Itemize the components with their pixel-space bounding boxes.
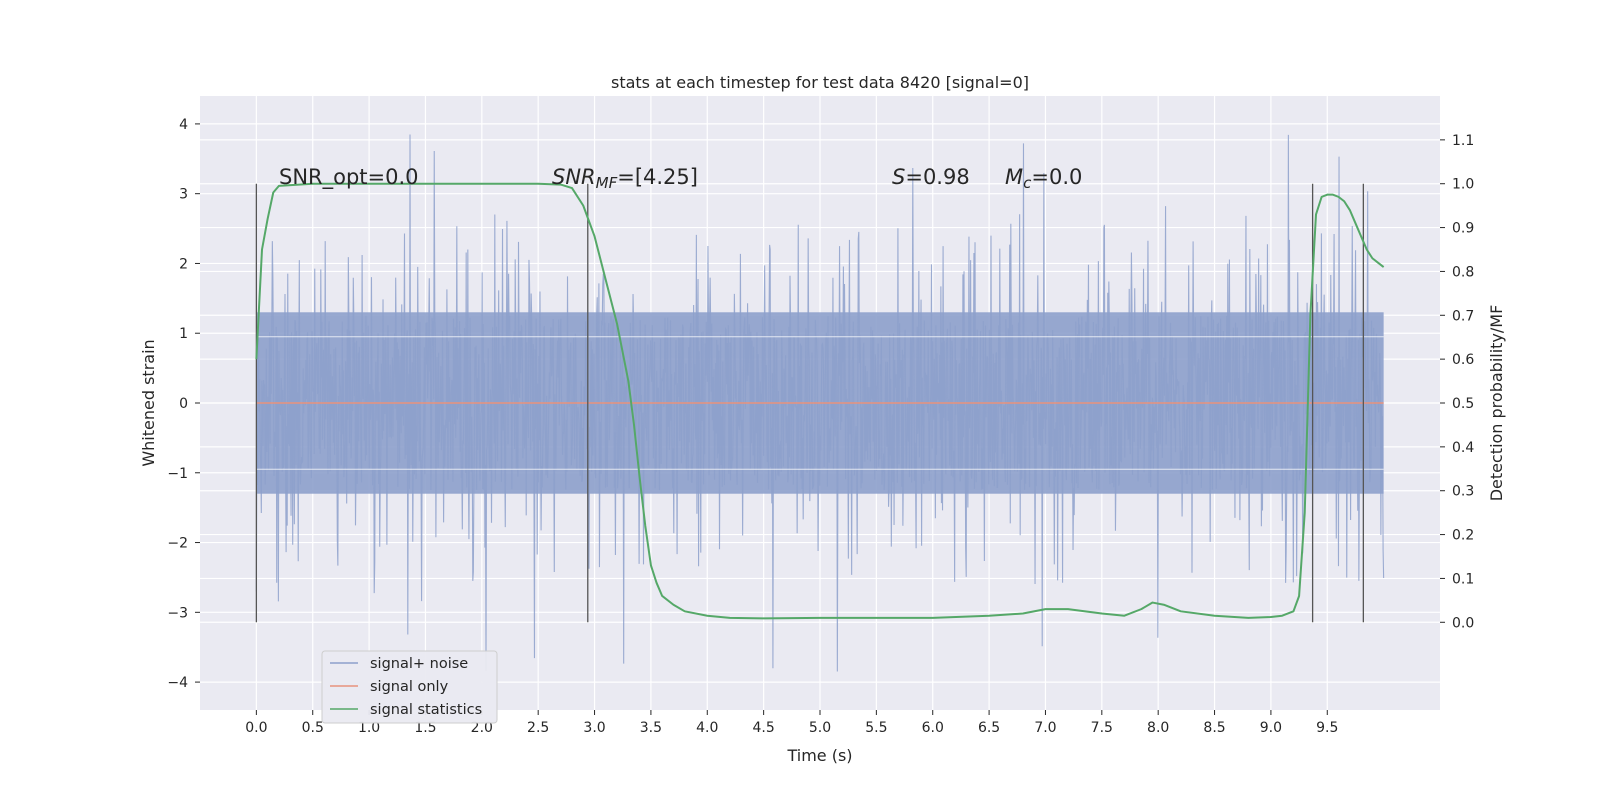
signal-statistics-line [255,182,1385,620]
right-y-axis-ticks: 1.1 1.0 0.9 0.8 0.7 0.6 0.5 0.4 0.3 0.2 0.1 0.0 [1440,133,1474,631]
x-axis-label: Time (s) [786,746,852,765]
left-y-tick-label: −2 [167,536,188,552]
chart-title: stats at each timestep for test data 842… [611,73,1029,92]
annotation-mc-subscript: c [1023,174,1032,192]
right-y-tick-label: 0.0 [1452,615,1474,631]
legend-box [321,650,498,724]
x-tick-label: 3.5 [640,720,662,736]
signal-statistics-series [255,182,1385,620]
x-tick-label: 9.0 [1260,720,1282,736]
annotation-s-name: S [892,165,905,189]
annotation-snr-mf-name: SNR [552,165,596,189]
right-y-tick-label: 0.3 [1452,484,1474,500]
annotation-snr-mf: SNRMF=[4.25] [552,165,698,192]
legend-label-signal-only: signal only [370,679,449,695]
right-y-tick-label: 0.9 [1452,221,1474,237]
marker-lines [255,183,1364,623]
right-y-tick-label: 0.6 [1452,352,1474,368]
left-y-tick-label: 0 [179,396,188,412]
annotation-mc-value: =0.0 [1031,165,1082,189]
annotation-snr-mf-subscript: MF [596,174,618,192]
right-y-tick-label: 0.4 [1452,440,1474,456]
annotation-s-value: =0.98 [905,165,969,189]
x-tick-label: 8.0 [1147,720,1169,736]
x-tick-label: 7.0 [1034,720,1056,736]
left-y-tick-label: 4 [179,117,188,133]
legend: signal+ noise signal only signal statist… [321,650,498,724]
legend-label-signal-noise: signal+ noise [370,656,468,672]
left-y-axis-label: Whitened strain [139,339,158,466]
left-y-tick-label: 1 [179,326,188,342]
x-tick-label: 0.5 [302,720,324,736]
annotation-snr-mf-value: =[4.25] [617,165,698,189]
right-y-tick-label: 1.1 [1452,133,1474,149]
annotation-s: S=0.98 [892,165,970,189]
left-y-tick-label: −1 [167,466,188,482]
x-tick-label: 2.5 [527,720,549,736]
x-tick-label: 6.5 [978,720,1000,736]
right-y-tick-label: 1.0 [1452,177,1474,193]
x-tick-label: 6.0 [922,720,944,736]
legend-label-signal-statistics: signal statistics [370,702,482,718]
right-y-tick-label: 0.2 [1452,528,1474,544]
left-y-tick-label: −3 [167,605,188,621]
annotations: SNR_opt=0.0 SNRMF=[4.25] S=0.98 Mc=0.0 [279,165,1082,192]
x-tick-label: 3.0 [583,720,605,736]
x-tick-label: 1.0 [358,720,380,736]
x-tick-label: 5.0 [809,720,831,736]
right-y-tick-label: 0.8 [1452,264,1474,280]
right-y-tick-label: 0.1 [1452,571,1474,587]
x-tick-label: 0.0 [245,720,267,736]
left-y-tick-label: −4 [167,675,188,691]
x-tick-label: 4.0 [696,720,718,736]
left-y-axis-ticks: 4 3 2 1 0 −1 −2 −3 −4 [167,117,200,691]
left-y-tick-label: 3 [179,187,188,203]
right-y-tick-label: 0.7 [1452,308,1474,324]
annotation-mc-name: M [1005,165,1023,189]
x-tick-label: 4.5 [753,720,775,736]
noise-trace [255,134,1385,672]
right-y-axis-label: Detection probability/MF [1487,305,1506,502]
annotation-mc: Mc=0.0 [1005,165,1082,192]
x-tick-label: 5.5 [865,720,887,736]
x-tick-label: 2.0 [471,720,493,736]
x-axis-ticks: 0.0 0.5 1.0 1.5 2.0 2.5 3.0 3.5 4.0 4.5 5.0 5.5 6.0 6… [245,710,1338,736]
right-y-tick-label: 0.5 [1452,396,1474,412]
x-tick-label: 7.5 [1091,720,1113,736]
annotation-snr-opt: SNR_opt=0.0 [279,165,419,190]
x-tick-label: 1.5 [414,720,436,736]
left-y-tick-label: 2 [179,256,188,272]
x-tick-label: 9.5 [1316,720,1338,736]
x-tick-label: 8.5 [1203,720,1225,736]
